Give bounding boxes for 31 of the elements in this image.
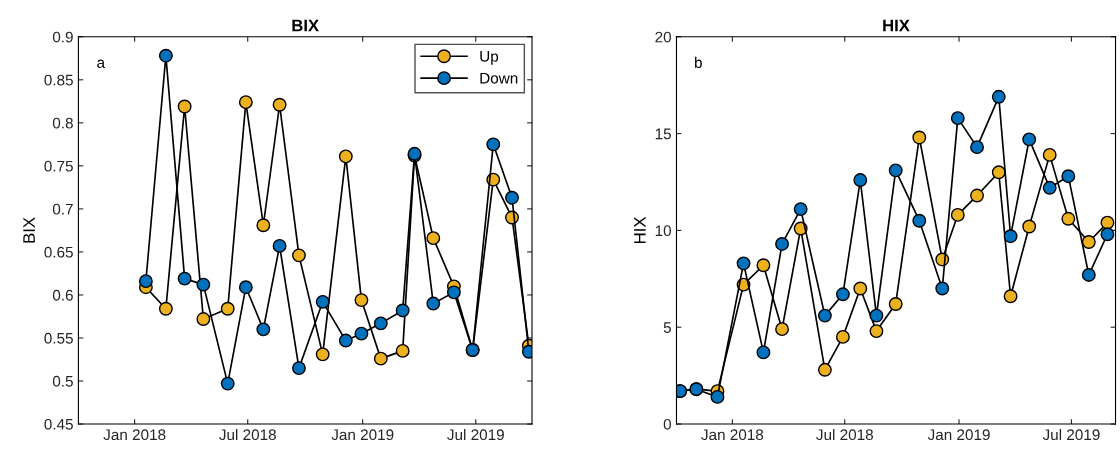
- x-tick-label: Jul 2018: [219, 428, 276, 441]
- x-tick-label: Jul 2019: [447, 428, 504, 441]
- y-tick-label: 0.9: [52, 31, 73, 43]
- y-tick-label: 0.7: [52, 203, 73, 215]
- y-tick-label: 0.8: [52, 117, 73, 129]
- y-tick-label: 20: [655, 31, 672, 43]
- x-tick-label: Jul 2019: [1042, 428, 1100, 441]
- x-tick-label: Jan 2019: [927, 429, 990, 441]
- y-tick-label: 0.5: [52, 375, 73, 387]
- annotation: a: [97, 59, 106, 68]
- x-tick-label: Jan 2019: [331, 429, 394, 441]
- legend-label: Down: [480, 72, 518, 84]
- y-tick-label: 0.45: [44, 418, 73, 430]
- y-tick-label: 0: [663, 418, 672, 430]
- y-tick-label: 5: [663, 322, 671, 333]
- y-tick-label: 0.75: [44, 160, 73, 172]
- annotation: b: [695, 56, 702, 68]
- y-tick-label: 0.55: [44, 332, 73, 344]
- y-axis-title: HIX: [634, 216, 646, 243]
- x-tick-label: Jan 2018: [103, 429, 166, 441]
- x-tick-label: Jul 2018: [816, 428, 873, 441]
- legend-label: Up: [480, 51, 499, 65]
- y-tick-label: 0.85: [44, 74, 73, 86]
- chart-title: BIX: [292, 19, 319, 32]
- y-tick-label: 0.65: [44, 246, 73, 258]
- y-tick-label: 15: [655, 128, 671, 140]
- y-tick-label: 10: [655, 225, 672, 237]
- chart-title: HIX: [883, 19, 910, 32]
- x-tick-label: Jan 2018: [701, 429, 764, 441]
- y-tick-label: 0.6: [52, 289, 73, 301]
- y-axis-title: BIX: [23, 217, 35, 243]
